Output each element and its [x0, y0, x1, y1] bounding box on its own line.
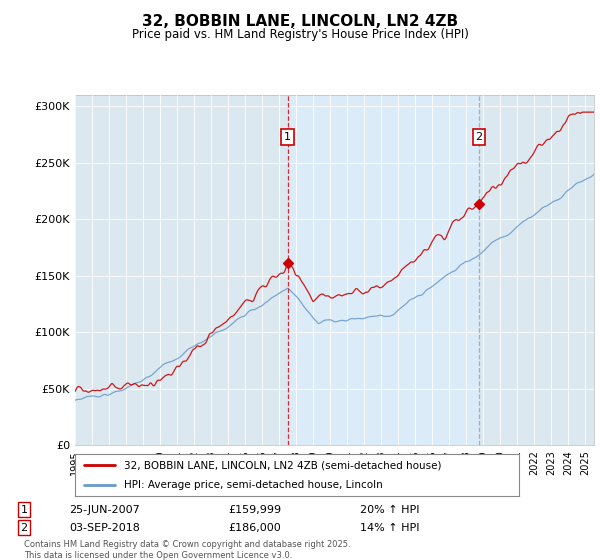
Text: £159,999: £159,999: [228, 505, 281, 515]
Text: HPI: Average price, semi-detached house, Lincoln: HPI: Average price, semi-detached house,…: [124, 480, 383, 490]
Text: 32, BOBBIN LANE, LINCOLN, LN2 4ZB: 32, BOBBIN LANE, LINCOLN, LN2 4ZB: [142, 14, 458, 29]
Bar: [288, 95, 479, 445]
Text: Contains HM Land Registry data © Crown copyright and database right 2025.
This d: Contains HM Land Registry data © Crown c…: [24, 540, 350, 559]
Text: 20% ↑ HPI: 20% ↑ HPI: [360, 505, 419, 515]
Text: 14% ↑ HPI: 14% ↑ HPI: [360, 522, 419, 533]
Text: 32, BOBBIN LANE, LINCOLN, LN2 4ZB (semi-detached house): 32, BOBBIN LANE, LINCOLN, LN2 4ZB (semi-…: [124, 460, 442, 470]
Text: 25-JUN-2007: 25-JUN-2007: [69, 505, 140, 515]
Text: £186,000: £186,000: [228, 522, 281, 533]
Text: 1: 1: [284, 132, 291, 142]
Text: 2: 2: [20, 522, 28, 533]
Text: 1: 1: [20, 505, 28, 515]
Text: 2: 2: [476, 132, 483, 142]
Text: 03-SEP-2018: 03-SEP-2018: [69, 522, 140, 533]
Text: Price paid vs. HM Land Registry's House Price Index (HPI): Price paid vs. HM Land Registry's House …: [131, 28, 469, 41]
